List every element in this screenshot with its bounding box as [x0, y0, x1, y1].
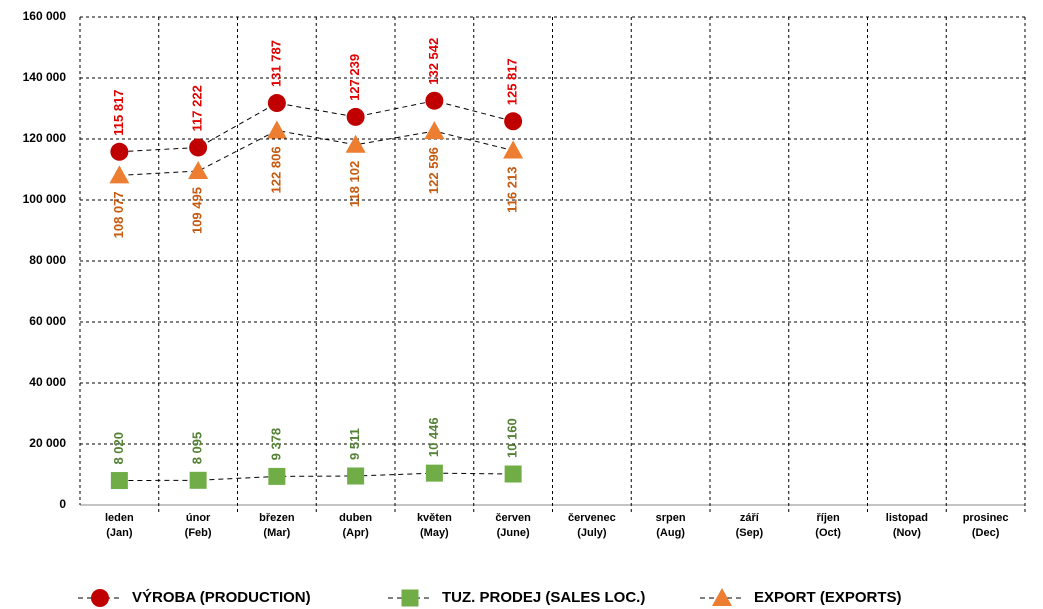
value-label: 122 596	[426, 147, 441, 194]
x-tick-label: říjen (Oct)	[815, 512, 841, 539]
legend-marker	[401, 589, 419, 607]
x-tick-label: březen (Mar)	[259, 512, 295, 539]
value-label: 116 213	[505, 167, 520, 213]
legend-label: EXPORT (EXPORTS)	[754, 589, 902, 606]
data-point	[266, 120, 287, 139]
value-label: 131 787	[268, 40, 283, 87]
value-label: 118 102	[347, 161, 362, 207]
data-point	[345, 134, 366, 153]
value-label: 122 806	[268, 146, 283, 193]
legend-marker	[712, 588, 732, 606]
data-point	[189, 471, 207, 489]
value-label: 125 817	[505, 58, 520, 105]
x-tick-label: listopad (Nov)	[886, 512, 928, 539]
data-point	[504, 112, 523, 131]
value-label: 108 077	[111, 191, 126, 238]
value-label: 10 160	[505, 418, 520, 458]
legend-label: VÝROBA (PRODUCTION)	[132, 588, 311, 606]
value-label: 115 817	[111, 89, 126, 135]
y-tick-label: 80 000	[29, 253, 66, 267]
y-tick-label: 60 000	[29, 314, 66, 328]
y-tick-label: 0	[59, 497, 66, 511]
x-tick-label: duben (Apr)	[339, 512, 372, 539]
data-point	[424, 121, 445, 140]
legend-label: TUZ. PRODEJ (SALES LOC.)	[442, 589, 645, 606]
value-label: 127 239	[347, 54, 362, 101]
value-label: 8 020	[111, 432, 126, 465]
data-point	[346, 107, 365, 126]
value-label: 132 542	[426, 38, 441, 85]
data-point	[425, 91, 444, 110]
data-point	[267, 94, 286, 113]
y-tick-label: 20 000	[29, 436, 66, 450]
x-tick-label: srpen (Aug)	[656, 512, 686, 539]
data-point	[425, 464, 443, 482]
data-point	[109, 165, 130, 184]
series-line	[119, 129, 514, 176]
y-tick-label: 160 000	[23, 9, 67, 23]
y-tick-label: 40 000	[29, 375, 66, 389]
data-point	[503, 140, 524, 159]
value-label: 9 378	[268, 428, 283, 461]
data-point	[110, 472, 128, 490]
x-tick-label: leden (Jan)	[105, 512, 134, 539]
x-tick-label: květen (May)	[417, 512, 452, 539]
value-label: 109 495	[190, 187, 205, 234]
data-point	[189, 138, 208, 157]
x-tick-label: červenec (July)	[568, 512, 616, 539]
value-label: 9 511	[347, 428, 362, 460]
data-point	[110, 142, 129, 161]
x-tick-label: únor (Feb)	[185, 512, 212, 539]
y-tick-label: 140 000	[23, 70, 67, 84]
series-line	[119, 472, 514, 482]
legend-marker	[91, 589, 109, 607]
data-point	[188, 161, 209, 180]
value-label: 117 222	[190, 85, 205, 131]
value-label: 10 446	[426, 417, 441, 457]
series-line	[119, 100, 514, 153]
x-tick-label: září (Sep)	[736, 512, 764, 539]
y-tick-label: 120 000	[23, 131, 67, 145]
data-point	[268, 467, 286, 485]
data-point	[504, 465, 522, 483]
value-label: 8 095	[190, 432, 205, 465]
x-tick-label: prosinec (Dec)	[963, 512, 1009, 539]
y-tick-label: 100 000	[23, 192, 67, 206]
data-point	[347, 467, 365, 485]
x-tick-label: červen (June)	[495, 512, 531, 539]
